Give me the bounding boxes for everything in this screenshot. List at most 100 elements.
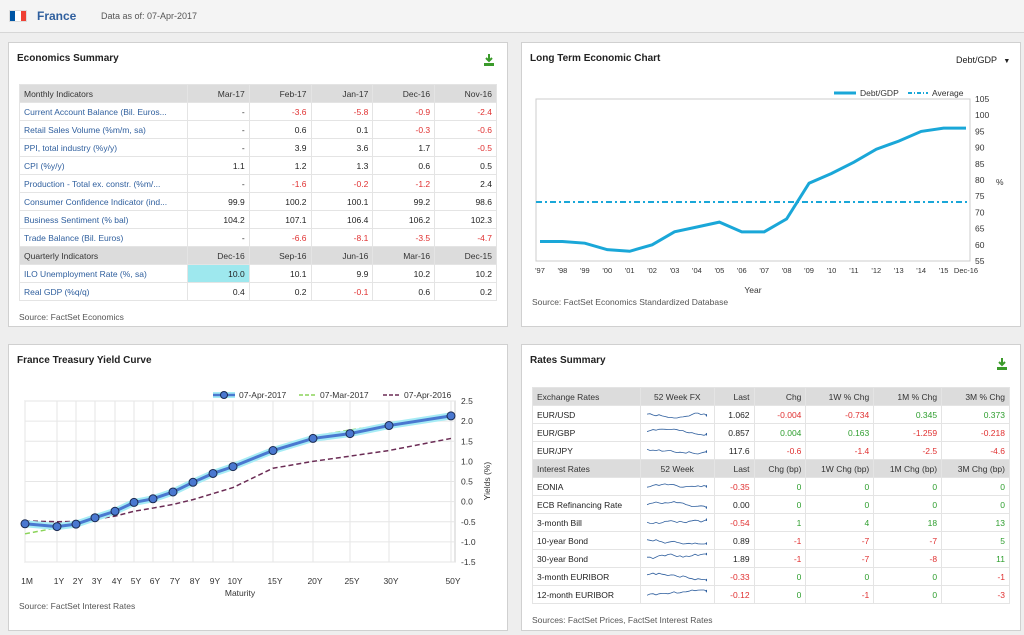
series-point [208, 468, 218, 478]
sparkline-line [647, 448, 708, 454]
last-value: -0.12 [713, 585, 755, 604]
table-row: EONIA -0.35 0 0 0 0 [532, 477, 1010, 496]
series-point [268, 446, 278, 456]
column-header[interactable]: Jan-17 [310, 84, 374, 103]
indicator-link[interactable]: PPI, total industry (%y/y) [19, 138, 188, 157]
column-header[interactable]: 1M Chg (bp) [873, 459, 943, 478]
table-cell: 10.1 [248, 264, 312, 283]
sparkline-chart [647, 538, 709, 545]
x-tick-label: '00 [602, 266, 612, 275]
indicator-link[interactable]: Trade Balance (Bil. Euros) [19, 228, 188, 247]
change-value: -1.259 [873, 423, 943, 442]
table-cell: 1.1 [186, 156, 250, 175]
column-header[interactable]: 1W Chg (bp) [805, 459, 875, 478]
table-row: CPI (%y/y) 1.1 1.2 1.3 0.6 0.5 [19, 156, 497, 175]
indicator-link[interactable]: Current Account Balance (Bil. Euros... [19, 102, 188, 121]
column-header[interactable]: Mar-16 [372, 246, 436, 265]
last-value: 1.062 [713, 405, 755, 424]
download-icon[interactable] [483, 53, 495, 67]
series-point [129, 497, 139, 507]
table-cell: 100.2 [248, 192, 312, 211]
column-header[interactable]: 3M Chg (bp) [941, 459, 1010, 478]
y-tick-label: -0.5 [461, 517, 476, 527]
y-tick-label: 1.0 [461, 456, 473, 466]
sparkline-chart [647, 589, 709, 596]
column-header[interactable]: Interest Rates [532, 459, 641, 478]
sparkline-line [647, 589, 708, 596]
table-cell: -3.5 [372, 228, 436, 247]
instrument-name: 12-month EURIBOR [532, 585, 641, 604]
series-point [345, 429, 355, 439]
x-tick-label: '98 [558, 266, 568, 275]
change-value: 4 [805, 513, 875, 532]
change-value: 5 [941, 531, 1010, 550]
change-value: -2.5 [873, 441, 943, 460]
table-row: 3-month Bill -0.54 1 4 18 13 [532, 513, 1010, 532]
column-header[interactable]: Chg [753, 387, 807, 406]
sparkline-cell [639, 423, 715, 442]
long-term-chart-title: Long Term Economic Chart [530, 53, 661, 64]
series-point [90, 513, 100, 523]
download-icon[interactable] [996, 357, 1008, 371]
indicator-link[interactable]: Business Sentiment (% bal) [19, 210, 188, 229]
column-header[interactable]: Nov-16 [434, 84, 497, 103]
column-header[interactable]: Exchange Rates [532, 387, 641, 406]
y-axis-label: Yields (%) [482, 462, 492, 501]
table-row: Production - Total ex. constr. (%m/... - -… [19, 174, 497, 193]
table-row: EUR/GBP 0.857 0.004 0.163 -1.259 -0.218 [532, 423, 1010, 442]
chart-type-selector[interactable]: Debt/GDP ▼ [956, 55, 1010, 65]
table-cell: 0.1 [310, 120, 374, 139]
column-header[interactable]: 52 Week [639, 459, 715, 478]
column-header[interactable]: 1W % Chg [805, 387, 875, 406]
indicator-link[interactable]: Real GDP (%q/q) [19, 282, 188, 301]
table-row: ILO Unemployment Rate (%, sa) 10.0 10.1 9.9… [19, 264, 497, 283]
change-value: 1 [753, 513, 807, 532]
table-cell: -0.2 [310, 174, 374, 193]
column-header[interactable]: Last [713, 387, 755, 406]
column-header[interactable]: Sep-16 [248, 246, 312, 265]
column-header[interactable]: Mar-17 [186, 84, 250, 103]
sparkline-chart [647, 552, 709, 559]
instrument-name: 3-month EURIBOR [532, 567, 641, 586]
table-cell: - [186, 102, 250, 121]
x-tick-label: '10 [827, 266, 837, 275]
country-title[interactable]: France [37, 9, 77, 23]
column-header[interactable]: 3M % Chg [941, 387, 1010, 406]
instrument-name: 10-year Bond [532, 531, 641, 550]
column-header[interactable]: Dec-15 [434, 246, 497, 265]
column-header[interactable]: Dec-16 [186, 246, 250, 265]
column-header[interactable]: 1M % Chg [873, 387, 943, 406]
indicator-link[interactable]: ILO Unemployment Rate (%, sa) [19, 264, 188, 283]
table-cell: -0.9 [372, 102, 436, 121]
column-header[interactable]: Monthly Indicators [19, 84, 188, 103]
indicator-link[interactable]: Retail Sales Volume (%m/m, sa) [19, 120, 188, 139]
debt-gdp-line [540, 126, 966, 253]
column-header[interactable]: Dec-16 [372, 84, 436, 103]
column-header[interactable]: Chg (bp) [753, 459, 807, 478]
yield-curve-panel: France Treasury Yield Curve 2.5 2.0 1.5 1.0… [8, 344, 508, 631]
column-header[interactable]: Feb-17 [248, 84, 312, 103]
table-cell: 1.7 [372, 138, 436, 157]
table-cell: -0.6 [434, 120, 497, 139]
table-cell: 0.6 [372, 282, 436, 301]
x-tick-label: 25Y [344, 576, 359, 586]
column-header[interactable]: 52 Week FX [639, 387, 715, 406]
table-cell: 0.5 [434, 156, 497, 175]
change-value: 11 [941, 549, 1010, 568]
table-row: EUR/USD 1.062 -0.004 -0.734 0.345 0.373 [532, 405, 1010, 424]
table-cell: 99.9 [186, 192, 250, 211]
column-header[interactable]: Quarterly Indicators [19, 246, 188, 265]
chart-type-selected: Debt/GDP [956, 55, 997, 65]
column-header[interactable]: Last [713, 459, 755, 478]
x-tick-label: '99 [580, 266, 590, 275]
sparkline-chart [647, 517, 709, 524]
rates-source: Sources: FactSet Prices, FactSet Interes… [532, 615, 713, 625]
indicator-link[interactable]: Production - Total ex. constr. (%m/... [19, 174, 188, 193]
change-value: 0 [753, 585, 807, 604]
indicator-link[interactable]: CPI (%y/y) [19, 156, 188, 175]
change-value: -1.4 [805, 441, 875, 460]
change-value: -0.218 [941, 423, 1010, 442]
indicator-link[interactable]: Consumer Confidence Indicator (ind... [19, 192, 188, 211]
column-header[interactable]: Jun-16 [310, 246, 374, 265]
change-value: 0 [753, 477, 807, 496]
